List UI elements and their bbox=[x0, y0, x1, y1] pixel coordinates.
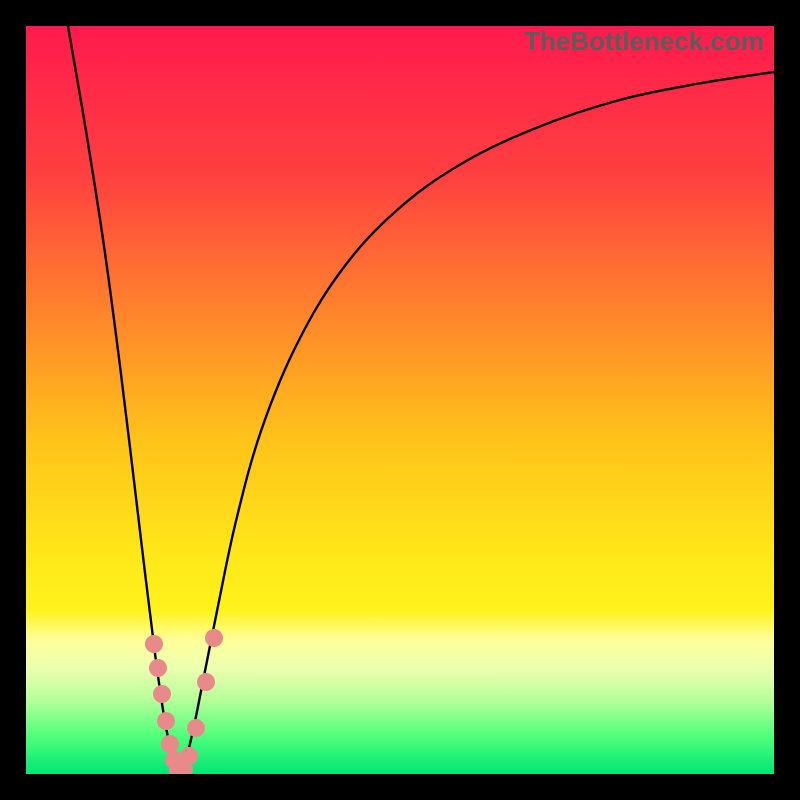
plot-svg bbox=[26, 26, 774, 774]
data-marker bbox=[187, 719, 205, 737]
data-marker bbox=[161, 735, 179, 753]
data-marker bbox=[153, 685, 171, 703]
data-marker bbox=[180, 747, 198, 765]
data-marker bbox=[149, 659, 167, 677]
gradient-background bbox=[26, 26, 774, 774]
chart-frame: TheBottleneck.com bbox=[0, 0, 800, 800]
data-marker bbox=[145, 635, 163, 653]
plot-area bbox=[26, 26, 774, 774]
watermark-text: TheBottleneck.com bbox=[524, 26, 764, 57]
data-marker bbox=[157, 712, 175, 730]
data-marker bbox=[205, 629, 223, 647]
data-marker bbox=[197, 673, 215, 691]
